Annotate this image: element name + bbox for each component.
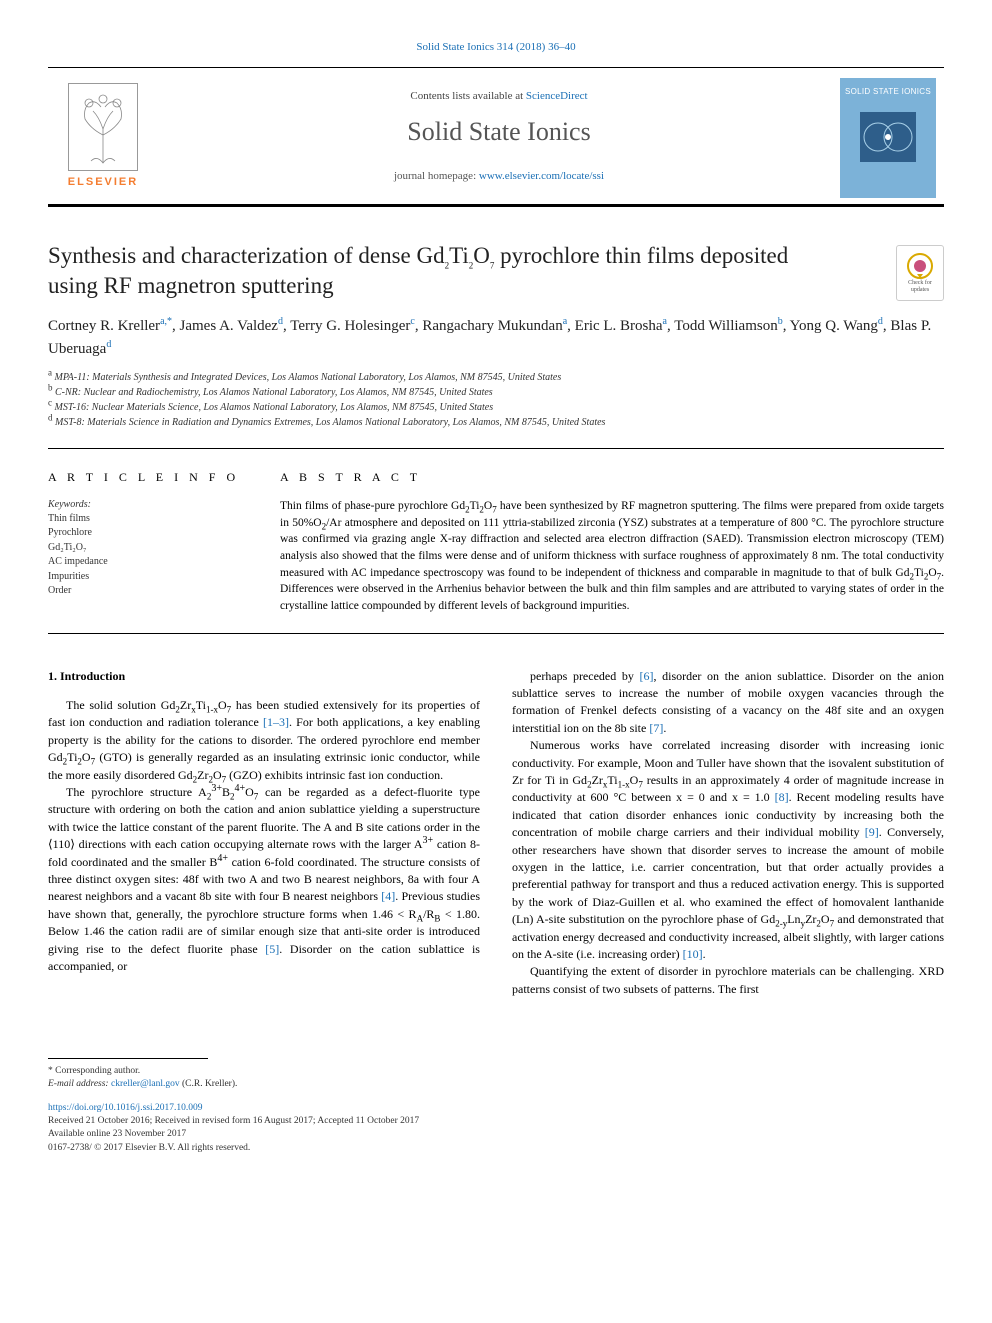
elsevier-tree-icon bbox=[68, 83, 138, 171]
top-citation-link[interactable]: Solid State Ionics 314 (2018) 36–40 bbox=[416, 41, 575, 53]
cover-graphic-icon bbox=[860, 112, 916, 162]
body-paragraph: perhaps preceded by [6], disorder on the… bbox=[512, 668, 944, 738]
keyword-item: Impurities bbox=[48, 570, 248, 585]
corr-label: * Corresponding author. bbox=[48, 1065, 944, 1078]
keywords-list: Thin filmsPyrochloreGd₂Ti₂O₇AC impedance… bbox=[48, 512, 248, 599]
cover-title: SOLID STATE IONICS bbox=[845, 86, 931, 97]
keyword-item: Thin films bbox=[48, 512, 248, 527]
affiliation-line: d MST-8: Materials Science in Radiation … bbox=[48, 415, 944, 430]
check-updates-badge[interactable]: Check for updates bbox=[896, 245, 944, 301]
journal-header: ELSEVIER Contents lists available at Sci… bbox=[48, 67, 944, 207]
article-info-heading: A R T I C L E I N F O bbox=[48, 469, 248, 486]
copyright-line: 0167-2738/ © 2017 Elsevier B.V. All righ… bbox=[48, 1142, 944, 1155]
contents-line: Contents lists available at ScienceDirec… bbox=[410, 89, 587, 104]
body-columns: 1. Introduction The solid solution Gd2Zr… bbox=[48, 668, 944, 998]
homepage-prefix: journal homepage: bbox=[394, 170, 479, 182]
header-center: Contents lists available at ScienceDirec… bbox=[158, 68, 840, 204]
elsevier-wordmark: ELSEVIER bbox=[68, 175, 138, 190]
email-link[interactable]: ckreller@lanl.gov bbox=[111, 1079, 180, 1089]
pub-info: Received 21 October 2016; Received in re… bbox=[48, 1115, 944, 1155]
affiliation-line: c MST-16: Nuclear Materials Science, Los… bbox=[48, 400, 944, 415]
keyword-item: Pyrochlore bbox=[48, 526, 248, 541]
doi-link[interactable]: https://doi.org/10.1016/j.ssi.2017.10.00… bbox=[48, 1103, 202, 1113]
keyword-item: Order bbox=[48, 584, 248, 599]
check-updates-icon bbox=[906, 252, 934, 280]
affiliation-line: b C-NR: Nuclear and Radiochemistry, Los … bbox=[48, 385, 944, 400]
abstract-col: A B S T R A C T Thin films of phase-pure… bbox=[280, 469, 944, 615]
affiliations: a MPA-11: Materials Synthesis and Integr… bbox=[48, 370, 944, 430]
homepage-link[interactable]: www.elsevier.com/locate/ssi bbox=[479, 170, 604, 182]
keyword-item: AC impedance bbox=[48, 555, 248, 570]
doi-line: https://doi.org/10.1016/j.ssi.2017.10.00… bbox=[48, 1102, 944, 1115]
email-label: E-mail address: bbox=[48, 1079, 111, 1089]
body-paragraph: Numerous works have correlated increasin… bbox=[512, 737, 944, 963]
intro-heading: 1. Introduction bbox=[48, 668, 480, 685]
body-paragraph: Quantifying the extent of disorder in py… bbox=[512, 963, 944, 998]
article-info-col: A R T I C L E I N F O Keywords: Thin fil… bbox=[48, 469, 248, 615]
received-line: Received 21 October 2016; Received in re… bbox=[48, 1115, 944, 1128]
keyword-item: Gd₂Ti₂O₇ bbox=[48, 541, 248, 556]
available-line: Available online 23 November 2017 bbox=[48, 1128, 944, 1141]
check-line2: updates bbox=[911, 287, 929, 295]
corresponding-author: * Corresponding author. E-mail address: … bbox=[48, 1065, 944, 1092]
email-person: (C.R. Kreller). bbox=[180, 1079, 238, 1089]
abstract-text: Thin films of phase-pure pyrochlore Gd2T… bbox=[280, 498, 944, 615]
elsevier-logo: ELSEVIER bbox=[48, 68, 158, 204]
check-line1: Check for bbox=[908, 280, 932, 288]
sciencedirect-link[interactable]: ScienceDirect bbox=[526, 90, 588, 102]
contents-prefix: Contents lists available at bbox=[410, 90, 525, 102]
article-title-text: Synthesis and characterization of dense … bbox=[48, 243, 788, 298]
journal-cover-thumb: SOLID STATE IONICS bbox=[840, 78, 936, 198]
abstract-heading: A B S T R A C T bbox=[280, 469, 944, 486]
authors: Cortney R. Krellera,*, James A. Valdezd,… bbox=[48, 315, 944, 360]
journal-name: Solid State Ionics bbox=[407, 114, 590, 150]
article-title: Synthesis and characterization of dense … bbox=[48, 241, 944, 301]
top-citation: Solid State Ionics 314 (2018) 36–40 bbox=[48, 40, 944, 55]
footer-separator bbox=[48, 1058, 208, 1059]
affiliation-line: a MPA-11: Materials Synthesis and Integr… bbox=[48, 370, 944, 385]
body-paragraph: The solid solution Gd2ZrxTi1-xO7 has bee… bbox=[48, 697, 480, 784]
keywords-label: Keywords: bbox=[48, 498, 248, 512]
homepage-line: journal homepage: www.elsevier.com/locat… bbox=[394, 169, 604, 184]
body-paragraph: The pyrochlore structure A23+B24+O7 can … bbox=[48, 784, 480, 975]
info-abstract-row: A R T I C L E I N F O Keywords: Thin fil… bbox=[48, 449, 944, 634]
